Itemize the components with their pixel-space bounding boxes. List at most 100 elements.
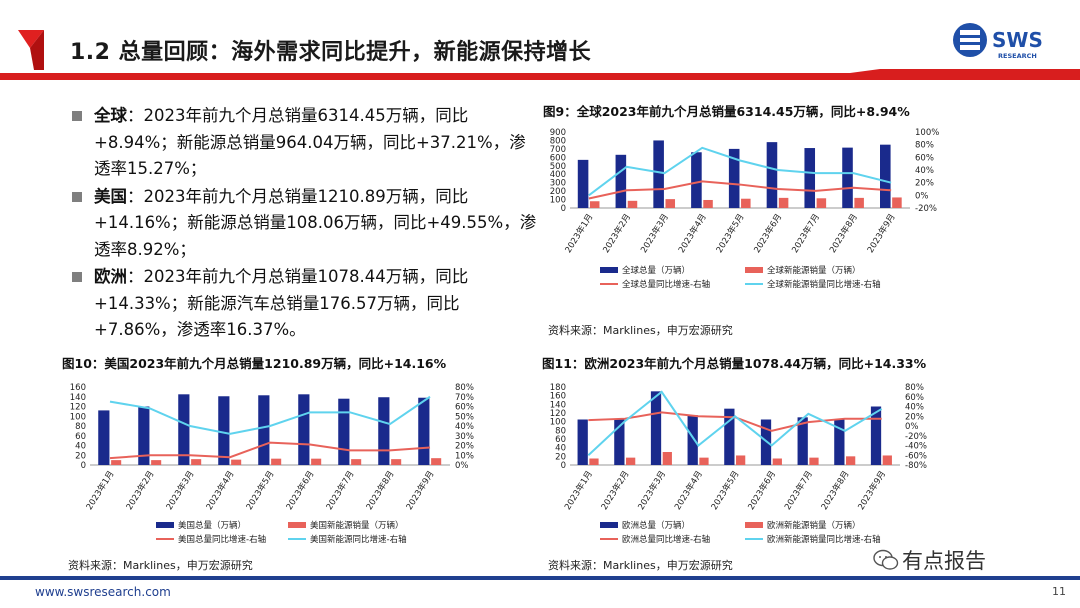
x-tick-label: 2023年9月: [404, 469, 437, 512]
y-tick-label: 400: [550, 170, 566, 180]
x-tick-label: 2023年6月: [284, 469, 317, 512]
total-bar: [98, 410, 110, 465]
footer-url[interactable]: www.swsresearch.com: [35, 585, 171, 599]
logo-sub: RESEARCH: [998, 52, 1037, 60]
nev-bar: [741, 198, 751, 208]
legend-swatch: [156, 522, 174, 528]
total-bar: [258, 395, 270, 465]
y2-tick-label: 60%: [915, 153, 934, 163]
legend-label: 全球新能源销量同比增速-右轴: [767, 279, 881, 290]
y-tick-label: 140: [550, 400, 566, 410]
y-tick-label: 800: [550, 136, 566, 146]
y-tick-label: 900: [550, 128, 566, 138]
y2-tick-label: -80%: [905, 461, 927, 471]
y2-tick-label: 60%: [905, 393, 924, 403]
x-tick-label: 2023年1月: [563, 212, 596, 255]
y2-tick-label: 20%: [455, 442, 474, 452]
nev-bar: [892, 197, 902, 208]
logo-text: SWS: [992, 28, 1043, 52]
x-tick-label: 2023年2月: [599, 469, 632, 512]
y-tick-label: 120: [550, 409, 566, 419]
x-tick-label: 2023年5月: [244, 469, 277, 512]
nev-bar: [809, 457, 819, 465]
x-tick-label: 2023年9月: [865, 212, 898, 255]
bullet-square-icon: [72, 272, 82, 282]
x-tick-label: 2023年7月: [782, 469, 815, 512]
legend-label: 美国总量（万辆）: [178, 520, 246, 531]
bullet-label: 美国: [94, 186, 127, 206]
y2-tick-label: -20%: [905, 432, 927, 442]
total-bar: [691, 152, 702, 208]
nev-bar: [311, 458, 322, 465]
y2-tick-label: 30%: [455, 432, 474, 442]
y2-tick-label: 100%: [915, 128, 939, 138]
total-bar: [577, 159, 589, 208]
legend-swatch: [745, 267, 763, 273]
nev-bar: [589, 458, 599, 465]
bullet-label: 欧洲: [94, 267, 127, 286]
x-tick-label: 2023年7月: [789, 212, 822, 255]
fig10-title: 图10：美国2023年前九个月总销量1210.89万辆，同比+14.16%: [62, 356, 447, 371]
sws-logo: SWS RESEARCH: [950, 20, 1060, 60]
bullet-text: ：2023年前九个月总销量1210.89万辆，同比+14.16%；新能源总销量1…: [94, 186, 537, 259]
x-tick-label: 2023年8月: [819, 469, 852, 512]
y-tick-label: 40: [555, 444, 566, 454]
y2-tick-label: 0%: [915, 191, 929, 201]
total-bar: [834, 419, 845, 465]
y2-tick-label: -60%: [905, 451, 927, 461]
total-bar: [653, 140, 664, 208]
x-tick-label: 2023年2月: [124, 469, 157, 512]
y2-tick-label: 50%: [455, 412, 474, 422]
x-tick-label: 2023年2月: [601, 212, 634, 255]
nev-bar: [626, 457, 636, 465]
x-tick-label: 2023年1月: [562, 469, 595, 512]
header-red-bar: [0, 69, 1080, 80]
y-tick-label: 60: [75, 432, 86, 442]
x-tick-label: 2023年1月: [84, 469, 117, 512]
total-bar: [378, 397, 390, 465]
total-bar: [687, 415, 698, 465]
x-tick-label: 2023年3月: [636, 469, 669, 512]
legend-label: 美国总量同比增速-右轴: [178, 534, 266, 545]
x-tick-label: 2023年5月: [709, 469, 742, 512]
nev-bar: [665, 199, 676, 208]
total-bar: [880, 144, 891, 208]
x-tick-label: 2023年3月: [164, 469, 197, 512]
x-tick-label: 2023年8月: [364, 469, 397, 512]
total-bar: [218, 396, 230, 465]
nev-bar: [151, 460, 162, 465]
bullet-global: 全球：2023年前九个月总销量6314.45万辆，同比+8.94%；新能源总销量…: [72, 103, 537, 183]
y-tick-label: 0: [561, 461, 566, 471]
total-bar: [728, 148, 740, 208]
nev-bar: [854, 197, 864, 208]
total-bar: [577, 419, 588, 465]
y-tick-label: 180: [550, 383, 566, 393]
y-tick-label: 140: [70, 393, 86, 403]
y2-tick-label: -40%: [905, 442, 927, 452]
page-number: 11: [1052, 585, 1066, 598]
x-tick-label: 2023年5月: [714, 212, 747, 255]
legend-label: 欧洲新能源销量（万辆）: [767, 520, 861, 531]
x-tick-label: 2023年8月: [827, 212, 860, 255]
legend-label: 全球总量（万辆）: [622, 265, 690, 276]
fig11-title: 图11：欧洲2023年前九个月总销量1078.44万辆，同比+14.33%: [542, 356, 927, 371]
y-tick-label: 100: [550, 418, 566, 428]
fig10-source: 资料来源：Marklines，申万宏源研究: [68, 559, 253, 572]
y-tick-label: 300: [550, 179, 566, 189]
x-tick-label: 2023年6月: [752, 212, 785, 255]
total-bar: [804, 148, 816, 208]
bullet-square-icon: [72, 111, 82, 121]
nev-bar: [816, 198, 827, 208]
nev-bar: [662, 452, 672, 465]
nev-bar: [271, 458, 282, 465]
legend-swatch: [600, 267, 618, 273]
x-tick-label: 2023年4月: [676, 212, 709, 255]
nev-bar: [736, 455, 746, 465]
x-tick-label: 2023年4月: [204, 469, 237, 512]
nev-bar: [111, 460, 122, 465]
y2-tick-label: 40%: [905, 403, 924, 413]
fig9-source: 资料来源：Marklines，申万宏源研究: [548, 324, 733, 337]
y-tick-label: 80: [555, 426, 566, 436]
